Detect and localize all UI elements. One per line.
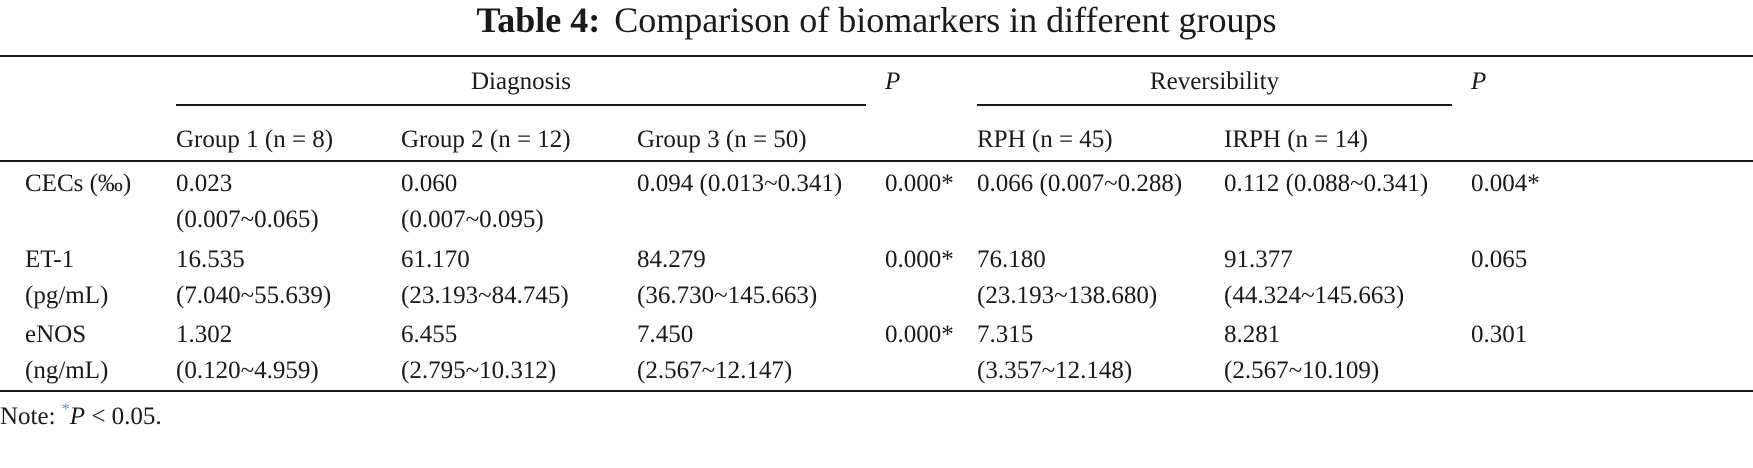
row-et1-group1: 16.535 (7.040~55.639) xyxy=(176,246,332,309)
table-title: Table 4: Comparison of biomarkers in diff… xyxy=(0,0,1753,40)
row-et1-name: ET-1 (pg/mL) xyxy=(25,246,109,309)
row-et1-rph: 76.180 (23.193~138.680) xyxy=(977,246,1158,309)
row-enos-p2: 0.301 xyxy=(1471,321,1528,348)
row-et1-p2: 0.065 xyxy=(1471,246,1528,273)
row-enos-p1: 0.000* xyxy=(885,321,954,348)
row-cecs-irph: 0.112 (0.088~0.341) xyxy=(1224,170,1429,197)
col-header-group3: Group 3 (n = 50) xyxy=(637,126,807,153)
row-et1-group2: 61.170 (23.193~84.745) xyxy=(401,246,569,309)
col-header-group2: Group 2 (n = 12) xyxy=(401,126,571,153)
col-header-group1: Group 1 (n = 8) xyxy=(176,126,334,153)
row-cecs-name: CECs (‰) xyxy=(25,170,132,197)
col-header-irph: IRPH (n = 14) xyxy=(1224,126,1368,153)
row-enos-group1: 1.302 (0.120~4.959) xyxy=(176,321,319,384)
note-threshold: < 0.05. xyxy=(91,403,162,430)
header-p-diagnosis: P xyxy=(885,68,901,95)
table-note: Note: *P < 0.05. xyxy=(0,394,162,433)
header-rule xyxy=(0,160,1753,162)
row-enos-name: eNOS (ng/mL) xyxy=(25,321,109,384)
row-cecs-group1: 0.023 (0.007~0.065) xyxy=(176,170,319,233)
row-et1-irph: 91.377 (44.324~145.663) xyxy=(1224,246,1405,309)
table-caption: Comparison of biomarkers in different gr… xyxy=(614,0,1277,40)
row-et1-group3: 84.279 (36.730~145.663) xyxy=(637,246,818,309)
table-label: Table 4: xyxy=(476,0,601,40)
diagnosis-underline xyxy=(176,104,866,106)
note-prefix: Note: xyxy=(0,403,56,430)
header-diagnosis: Diagnosis xyxy=(471,68,571,95)
bottom-rule xyxy=(0,390,1753,392)
header-reversibility: Reversibility xyxy=(1149,68,1280,95)
row-enos-rph: 7.315 (3.357~12.148) xyxy=(977,321,1133,384)
row-cecs-group2: 0.060 (0.007~0.095) xyxy=(401,170,544,233)
top-rule xyxy=(0,55,1753,57)
header-p-reversibility: P xyxy=(1471,68,1487,95)
row-et1-p1: 0.000* xyxy=(885,246,954,273)
col-header-rph: RPH (n = 45) xyxy=(977,126,1113,153)
note-asterisk: * xyxy=(61,401,70,418)
row-enos-group3: 7.450 (2.567~12.147) xyxy=(637,321,793,384)
row-cecs-rph: 0.066 (0.007~0.288) xyxy=(977,170,1183,197)
reversibility-underline xyxy=(977,104,1452,106)
row-cecs-p1: 0.000* xyxy=(885,170,954,197)
row-cecs-group3: 0.094 (0.013~0.341) xyxy=(637,170,843,197)
row-cecs-p2: 0.004* xyxy=(1471,170,1540,197)
row-enos-group2: 6.455 (2.795~10.312) xyxy=(401,321,557,384)
row-enos-irph: 8.281 (2.567~10.109) xyxy=(1224,321,1380,384)
note-p: P xyxy=(69,403,86,430)
